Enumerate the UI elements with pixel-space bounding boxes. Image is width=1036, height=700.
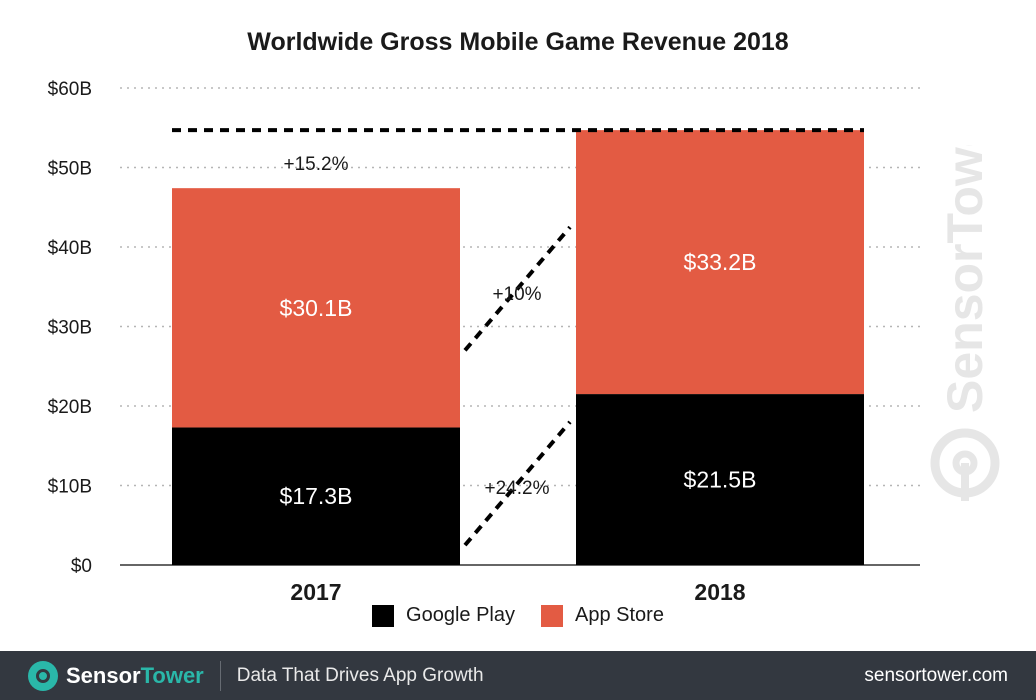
- y-tick-label: $30B: [48, 318, 92, 339]
- chart-title: Worldwide Gross Mobile Game Revenue 2018: [247, 28, 789, 56]
- bar-segment-google-play: [576, 394, 864, 565]
- y-tick-label: $0: [71, 556, 92, 577]
- legend-label-app-store: App Store: [575, 604, 664, 626]
- data-label: $17.3B: [280, 483, 353, 509]
- bar-segment-app-store: [172, 188, 460, 428]
- y-tick-label: $60B: [48, 79, 92, 100]
- footer-brand-sensor: Sensor: [66, 662, 141, 688]
- stacked-bar-chart: $0$10B$20B$30B$40B$50B$60B $17.3B$30.1B$…: [48, 79, 920, 605]
- legend-label-google-play: Google Play: [406, 604, 515, 626]
- y-tick-label: $10B: [48, 477, 92, 498]
- y-axis-ticks: $0 $10B $20B $30B $40B $50B $60B: [48, 79, 92, 577]
- total-growth-label: +15.2%: [284, 154, 349, 175]
- sensortower-watermark: SensorTower: [930, 145, 1000, 501]
- bar-segment-app-store: [576, 130, 864, 395]
- x-tick-label: 2018: [694, 579, 745, 605]
- data-label: $33.2B: [684, 249, 757, 275]
- y-tick-label: $40B: [48, 238, 92, 259]
- footer: SensorTower Data That Drives App Growth …: [0, 651, 1036, 700]
- y-tick-label: $20B: [48, 397, 92, 418]
- google-play-growth-label: +24.2%: [485, 478, 550, 499]
- sensortower-logo-icon: [28, 660, 58, 691]
- x-axis-labels: 2017 2018: [290, 579, 745, 605]
- legend-swatch-app-store: [541, 604, 563, 627]
- footer-brand-tower: Tower: [140, 662, 204, 688]
- app-store-growth-label: +10%: [492, 284, 541, 305]
- legend: Google Play App Store: [0, 604, 1036, 627]
- y-tick-label: $50B: [48, 159, 92, 180]
- data-label: $30.1B: [280, 295, 353, 321]
- legend-item-google-play: Google Play: [372, 604, 515, 627]
- x-tick-label: 2017: [290, 579, 341, 605]
- footer-brand: SensorTower: [66, 663, 204, 689]
- footer-divider: [219, 660, 221, 691]
- watermark-text: SensorTower: [937, 145, 993, 413]
- app-store-growth-line: [463, 225, 572, 352]
- legend-swatch-google-play: [372, 604, 395, 627]
- annotations: +15.2% +10% +24.2%: [172, 128, 864, 547]
- google-play-growth-line: [463, 420, 572, 547]
- legend-item-app-store: App Store: [541, 604, 664, 627]
- bars: $17.3B $30.1B $21.5B $33.2B: [172, 130, 864, 565]
- bar-segment-google-play: [172, 427, 460, 565]
- footer-tagline: Data That Drives App Growth: [236, 664, 484, 686]
- footer-url[interactable]: sensortower.com: [864, 664, 1008, 686]
- data-label: $21.5B: [684, 467, 757, 493]
